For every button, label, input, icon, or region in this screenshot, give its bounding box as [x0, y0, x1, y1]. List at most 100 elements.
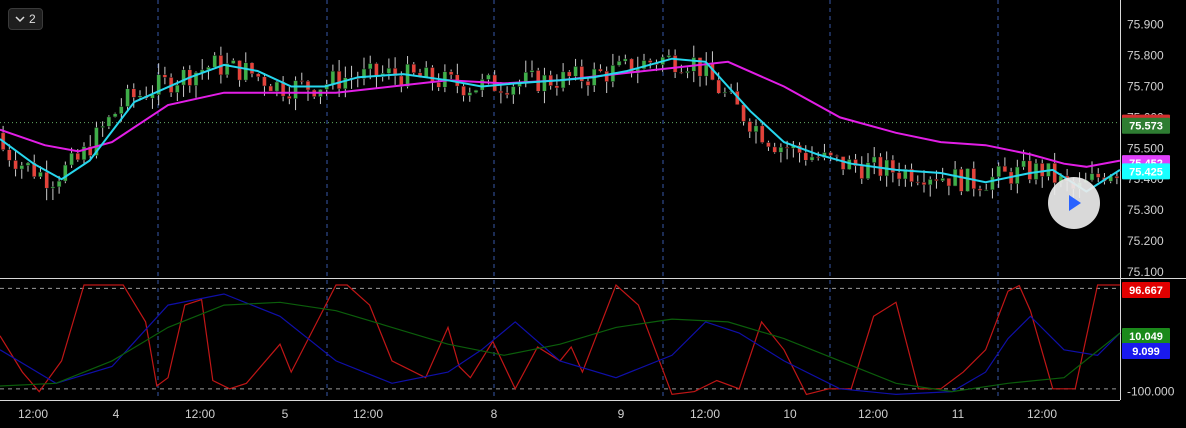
time-tick-label: 12:00 [1027, 407, 1057, 421]
candle-body [934, 179, 939, 182]
candle-body [330, 70, 336, 85]
candle-body [772, 146, 777, 153]
play-replay-button[interactable] [1048, 177, 1100, 229]
candle-body [1039, 163, 1045, 177]
candle-body [112, 113, 118, 118]
candle-body [759, 125, 765, 143]
candle-body [716, 79, 721, 94]
candle-body [753, 125, 759, 133]
candle-body [231, 60, 236, 64]
candle-body [585, 81, 591, 86]
candle-body [237, 60, 242, 81]
price-label-box [1122, 163, 1170, 180]
candle-body [511, 86, 516, 96]
candle-body [915, 181, 921, 184]
candle-body [498, 90, 504, 94]
candle-body [604, 70, 609, 82]
candle-body [367, 63, 373, 70]
candle-body [871, 156, 877, 163]
candle-body [467, 92, 473, 96]
chevron-down-icon [15, 16, 25, 23]
candle-body [815, 156, 821, 159]
oscillator-pane [0, 283, 1121, 396]
time-tick-label: 12:00 [690, 407, 720, 421]
time-tick-label: 4 [113, 407, 120, 421]
candle-body [473, 89, 479, 93]
candle-body [853, 159, 858, 167]
candle-body [13, 160, 18, 170]
price-tick-label: 75.200 [1127, 234, 1164, 248]
price-tick-label: 75.700 [1127, 79, 1164, 93]
fast-moving-average-line [0, 57, 1121, 193]
price-label-box [1122, 117, 1170, 134]
candle-body [106, 116, 112, 127]
candle-body [567, 71, 572, 77]
candle-body [927, 179, 933, 186]
candle-body [803, 152, 809, 161]
time-tick-label: 5 [282, 407, 289, 421]
candle-body [212, 55, 217, 68]
candle-body [181, 69, 186, 86]
candle-body [56, 180, 62, 188]
candle-body [946, 177, 952, 187]
candle-body [647, 60, 653, 63]
candle-body [784, 146, 790, 149]
candle-body [430, 67, 435, 83]
candle-body [679, 72, 684, 74]
candle-body [119, 106, 124, 115]
candle-body [573, 66, 578, 77]
candle-body [361, 68, 367, 79]
candle-body [1027, 160, 1033, 180]
candle-body [983, 189, 989, 192]
candle-body [50, 186, 56, 189]
candle-body [131, 88, 137, 98]
oscillator-label-box [1122, 328, 1170, 344]
oscillator-level-label: -100.000 [1127, 385, 1175, 399]
oscillator-label-box [1122, 282, 1170, 298]
oscillator-line-1 [0, 283, 1120, 396]
time-tick-label: 9 [618, 407, 625, 421]
candle-body [392, 67, 398, 77]
price-tick-label: 75.300 [1127, 203, 1164, 217]
candle-body [809, 156, 815, 161]
candle-body [903, 168, 908, 180]
time-tick-label: 12:00 [858, 407, 888, 421]
candle-body [274, 81, 280, 92]
candle-body [921, 182, 927, 186]
play-icon [1069, 195, 1081, 211]
candle-body [479, 79, 485, 91]
candle-body [896, 172, 902, 180]
candle-body [193, 72, 199, 86]
candle-body [423, 67, 429, 78]
candle-body [672, 55, 678, 73]
candle-body [486, 74, 491, 80]
candle-body [1002, 165, 1008, 173]
candle-body [255, 73, 261, 78]
time-tick-label: 12:00 [353, 407, 383, 421]
candle-body [436, 82, 441, 88]
time-tick-label: 12:00 [18, 407, 48, 421]
candle-body [1089, 173, 1095, 181]
slow-moving-average-line [0, 60, 1121, 168]
candle-body [94, 127, 99, 156]
candle-body [859, 165, 865, 179]
candle-body [299, 80, 305, 82]
candle-body [411, 63, 417, 74]
time-tick-label: 12:00 [185, 407, 215, 421]
candle-body [741, 104, 746, 122]
collapse-indicators-button[interactable]: 2 [8, 8, 43, 30]
candle-body [1095, 173, 1101, 178]
candle-body [386, 67, 392, 74]
candle-body [175, 84, 180, 93]
candle-body [25, 162, 31, 166]
candle-body [293, 80, 298, 99]
candle-body [579, 66, 585, 82]
oscillator-label-text: 96.667 [1129, 285, 1163, 297]
candle-body [909, 168, 914, 183]
candle-body [1021, 160, 1026, 168]
candle-body [529, 70, 535, 73]
candle-body [249, 62, 255, 75]
candle-body [75, 152, 81, 161]
candle-body [685, 71, 690, 74]
